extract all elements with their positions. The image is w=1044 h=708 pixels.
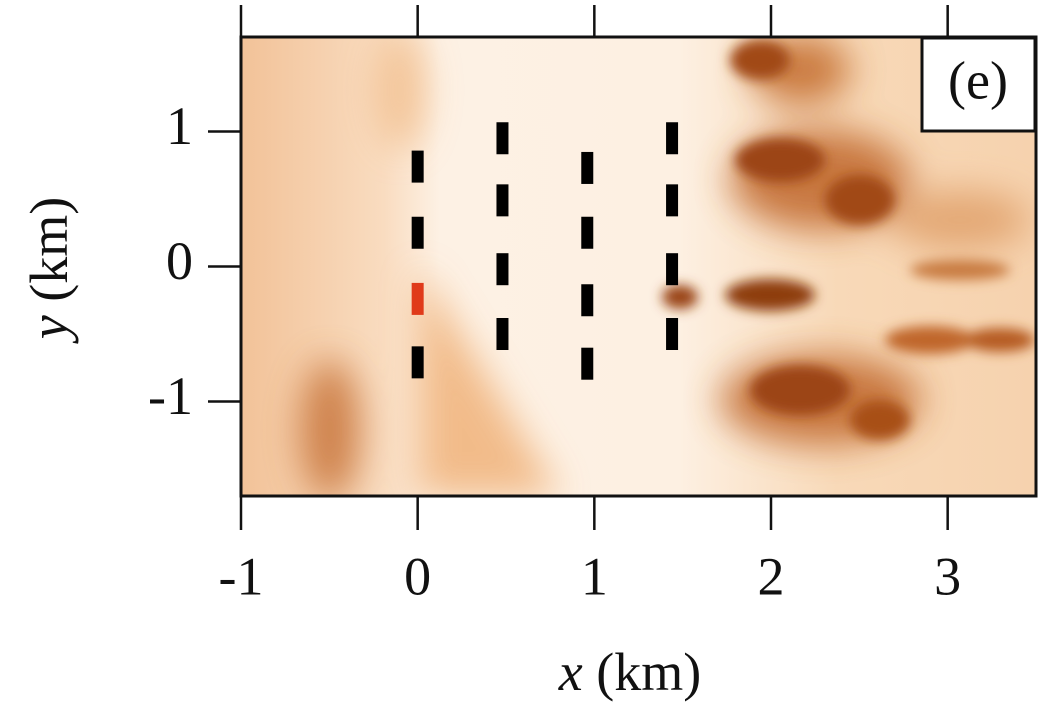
annotation: (e) [948,50,1008,110]
marker [411,150,424,183]
marker [581,151,594,184]
marker [666,318,679,350]
axes: -1 0 1 2 3 -1 0 1 [148,5,961,606]
x-tick-label: 1 [581,546,608,606]
x-axis-var: x [558,642,583,702]
y-tick-label: 1 [166,96,193,156]
x-axis-unit: (km) [596,642,701,702]
x-tick-label: 0 [404,546,431,606]
marker [666,122,679,155]
marker [581,284,594,317]
markers [411,122,679,380]
y-tick-label: 0 [166,231,193,291]
marker [411,282,424,315]
marker [411,216,424,249]
heatmap [241,37,1036,496]
marker [496,184,509,217]
marker [496,122,509,155]
x-axis-label: x (km) [558,642,701,702]
marker [666,253,679,286]
marker [666,184,679,217]
marker [496,318,509,350]
marker [581,347,594,380]
y-axis-label: y (km) [19,197,79,344]
y-axis-var: y [19,315,79,344]
x-tick-label: -1 [219,546,264,606]
y-tick-label: -1 [148,366,193,426]
x-tick-label: 2 [758,546,785,606]
x-tick-label: 3 [934,546,961,606]
annotation-box [920,36,1037,133]
marker [496,253,509,286]
y-axis-unit: (km) [19,197,79,302]
marker [411,346,424,379]
marker [581,216,594,249]
